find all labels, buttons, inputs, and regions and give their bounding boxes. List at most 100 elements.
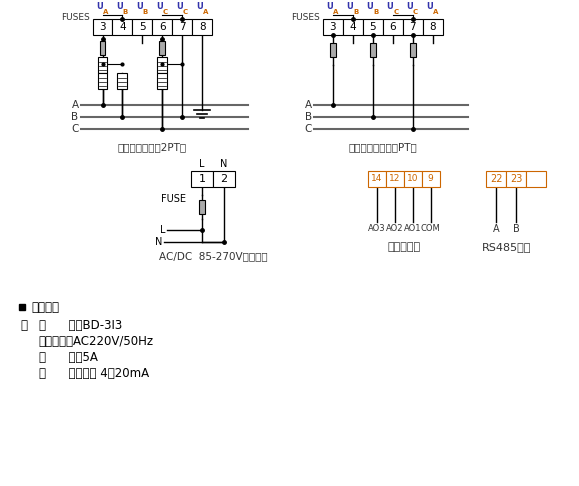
Bar xyxy=(422,171,439,187)
Text: C: C xyxy=(163,9,168,15)
Text: U: U xyxy=(96,2,103,11)
Bar xyxy=(97,73,108,89)
Text: 型      号：BD-3I3: 型 号：BD-3I3 xyxy=(39,319,122,332)
Bar xyxy=(323,19,343,35)
Text: B: B xyxy=(123,9,128,15)
Text: AO2: AO2 xyxy=(386,224,404,233)
Bar xyxy=(404,171,422,187)
Text: 4: 4 xyxy=(350,22,356,32)
Text: 输      出：三路 4～20mA: 输 出：三路 4～20mA xyxy=(39,367,149,380)
Text: RS485通讯: RS485通讯 xyxy=(482,242,531,252)
Bar xyxy=(368,171,386,187)
Text: A: A xyxy=(71,100,79,110)
Bar xyxy=(157,73,167,89)
Text: 7: 7 xyxy=(409,22,416,32)
Text: 3: 3 xyxy=(329,22,336,32)
Bar xyxy=(19,305,25,311)
Text: B: B xyxy=(143,9,148,15)
Text: 9: 9 xyxy=(428,174,434,183)
Text: N: N xyxy=(155,237,162,247)
Text: 6: 6 xyxy=(390,22,396,32)
Text: U: U xyxy=(176,2,182,11)
Text: U: U xyxy=(367,2,373,11)
Bar xyxy=(343,19,363,35)
Text: U: U xyxy=(406,2,413,11)
Text: 7: 7 xyxy=(179,22,186,32)
Text: 例: 例 xyxy=(21,319,28,332)
Bar xyxy=(383,19,403,35)
Text: C: C xyxy=(413,9,418,15)
Text: COM: COM xyxy=(421,224,441,233)
Text: 输      入：5A: 输 入：5A xyxy=(39,351,97,364)
Bar xyxy=(192,19,212,35)
Bar xyxy=(213,171,235,187)
Text: C: C xyxy=(71,124,79,134)
Bar xyxy=(526,171,547,187)
Bar xyxy=(100,41,105,55)
Text: B: B xyxy=(353,9,358,15)
Text: U: U xyxy=(327,2,334,11)
Text: L: L xyxy=(200,159,205,169)
Text: FUSE: FUSE xyxy=(162,194,186,204)
Bar xyxy=(157,57,167,73)
Text: B: B xyxy=(513,224,520,234)
Bar xyxy=(507,171,526,187)
Bar xyxy=(423,19,442,35)
Bar xyxy=(112,19,133,35)
Bar xyxy=(152,19,173,35)
Text: 5: 5 xyxy=(369,22,376,32)
Text: 22: 22 xyxy=(490,174,503,184)
Text: B: B xyxy=(305,112,312,122)
Text: 2: 2 xyxy=(221,174,228,184)
Bar xyxy=(363,19,383,35)
Bar xyxy=(370,43,376,57)
Bar xyxy=(199,200,205,214)
Text: U: U xyxy=(116,2,123,11)
Text: C: C xyxy=(305,124,312,134)
Text: B: B xyxy=(373,9,379,15)
Text: 模拟量输出: 模拟量输出 xyxy=(387,242,420,252)
Text: U: U xyxy=(386,2,393,11)
Text: 10: 10 xyxy=(407,174,419,183)
Text: 23: 23 xyxy=(510,174,523,184)
Text: 1: 1 xyxy=(199,174,206,184)
Text: 14: 14 xyxy=(371,174,383,183)
Text: B: B xyxy=(71,112,79,122)
Text: L: L xyxy=(160,225,166,235)
Bar xyxy=(330,43,336,57)
Text: U: U xyxy=(156,2,163,11)
Text: 12: 12 xyxy=(389,174,401,183)
Text: A: A xyxy=(305,100,312,110)
Text: AO3: AO3 xyxy=(368,224,386,233)
Text: 8: 8 xyxy=(429,22,436,32)
Text: 辅助电源：AC220V/50Hz: 辅助电源：AC220V/50Hz xyxy=(39,335,154,348)
Bar xyxy=(97,57,108,73)
Bar xyxy=(486,171,507,187)
Text: 电压（三相三线无PT）: 电压（三相三线无PT） xyxy=(349,142,417,152)
Text: 3: 3 xyxy=(99,22,106,32)
Text: C: C xyxy=(183,9,188,15)
Text: A: A xyxy=(433,9,438,15)
Text: 6: 6 xyxy=(159,22,166,32)
Text: AO1: AO1 xyxy=(404,224,422,233)
Text: FUSES: FUSES xyxy=(291,13,320,22)
Bar xyxy=(159,41,166,55)
Bar xyxy=(133,19,152,35)
Bar xyxy=(386,171,404,187)
Bar xyxy=(403,19,423,35)
Text: 电压（三相三线2PT）: 电压（三相三线2PT） xyxy=(118,142,187,152)
Text: A: A xyxy=(203,9,208,15)
Text: U: U xyxy=(136,2,143,11)
Text: 4: 4 xyxy=(119,22,126,32)
Text: 8: 8 xyxy=(199,22,206,32)
Text: 5: 5 xyxy=(139,22,146,32)
Text: 订货范例: 订货范例 xyxy=(32,301,60,314)
Text: A: A xyxy=(103,9,108,15)
Text: U: U xyxy=(346,2,353,11)
Text: N: N xyxy=(221,159,228,169)
Bar xyxy=(93,19,112,35)
Bar xyxy=(173,19,192,35)
Bar xyxy=(191,171,213,187)
Bar xyxy=(410,43,416,57)
Text: A: A xyxy=(333,9,339,15)
